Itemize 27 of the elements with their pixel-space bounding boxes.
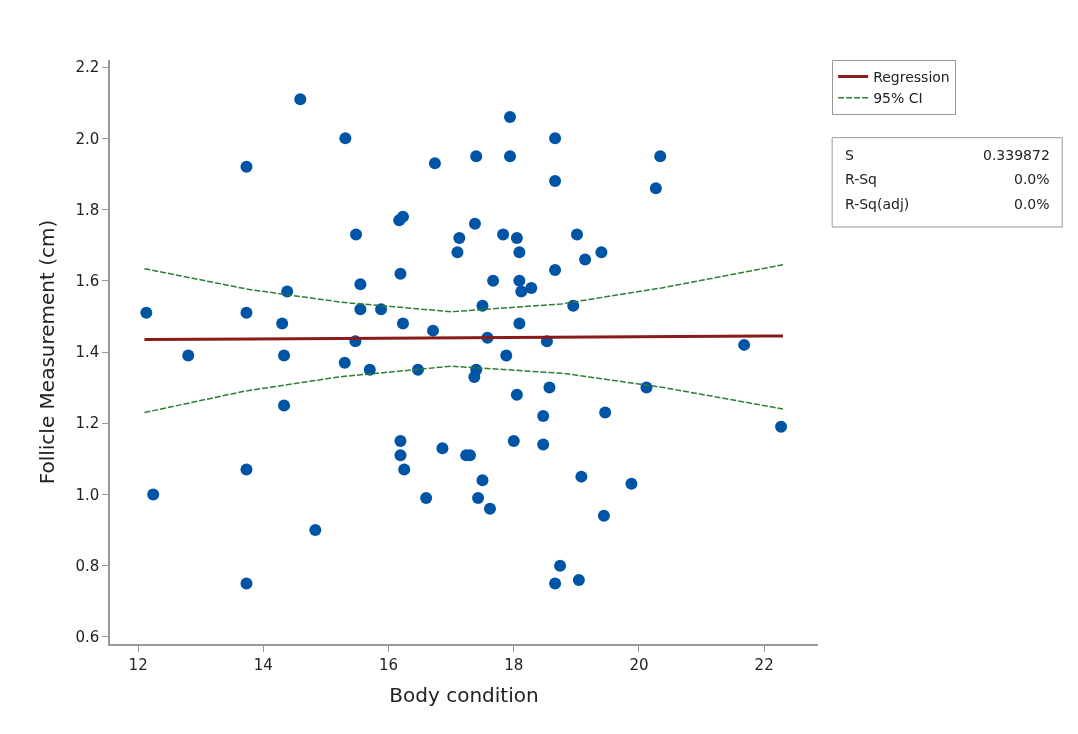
line-series — [143, 264, 784, 313]
x-tick-label: 22 — [754, 655, 774, 674]
y-tick-label: 1.2 — [75, 414, 100, 433]
y-tick-label: 1.0 — [75, 485, 100, 504]
y-tick-label: 0.6 — [75, 628, 100, 647]
text: R-Sq(adj) — [845, 196, 910, 212]
x-tick-label: 20 — [629, 655, 649, 674]
y-axis-title: Follicle Measurement (cm) — [35, 219, 60, 485]
legend-label: Regression — [873, 69, 950, 86]
y-tick-label: 2.2 — [75, 58, 100, 77]
text: 0.0% — [1014, 196, 1050, 212]
text: S — [845, 147, 854, 163]
x-tick-label: 12 — [128, 655, 148, 674]
x-tick-label: 18 — [504, 655, 524, 674]
text: 0.0% — [1014, 171, 1050, 187]
x-axis-title: Body condition — [389, 682, 539, 707]
x-tick-label: 14 — [253, 655, 273, 674]
x-tick-label: 16 — [379, 655, 399, 674]
y-tick-label: 1.8 — [75, 200, 100, 219]
text: 0.339872 — [983, 147, 1050, 163]
y-tick-label: 0.8 — [75, 556, 100, 575]
text: R-Sq — [845, 171, 877, 187]
y-tick-label: 2.0 — [75, 129, 100, 148]
y-tick-label: 1.6 — [75, 272, 100, 291]
line-series — [143, 365, 784, 414]
y-tick-label: 1.4 — [75, 343, 100, 362]
legend-label: 95% CI — [873, 90, 923, 107]
